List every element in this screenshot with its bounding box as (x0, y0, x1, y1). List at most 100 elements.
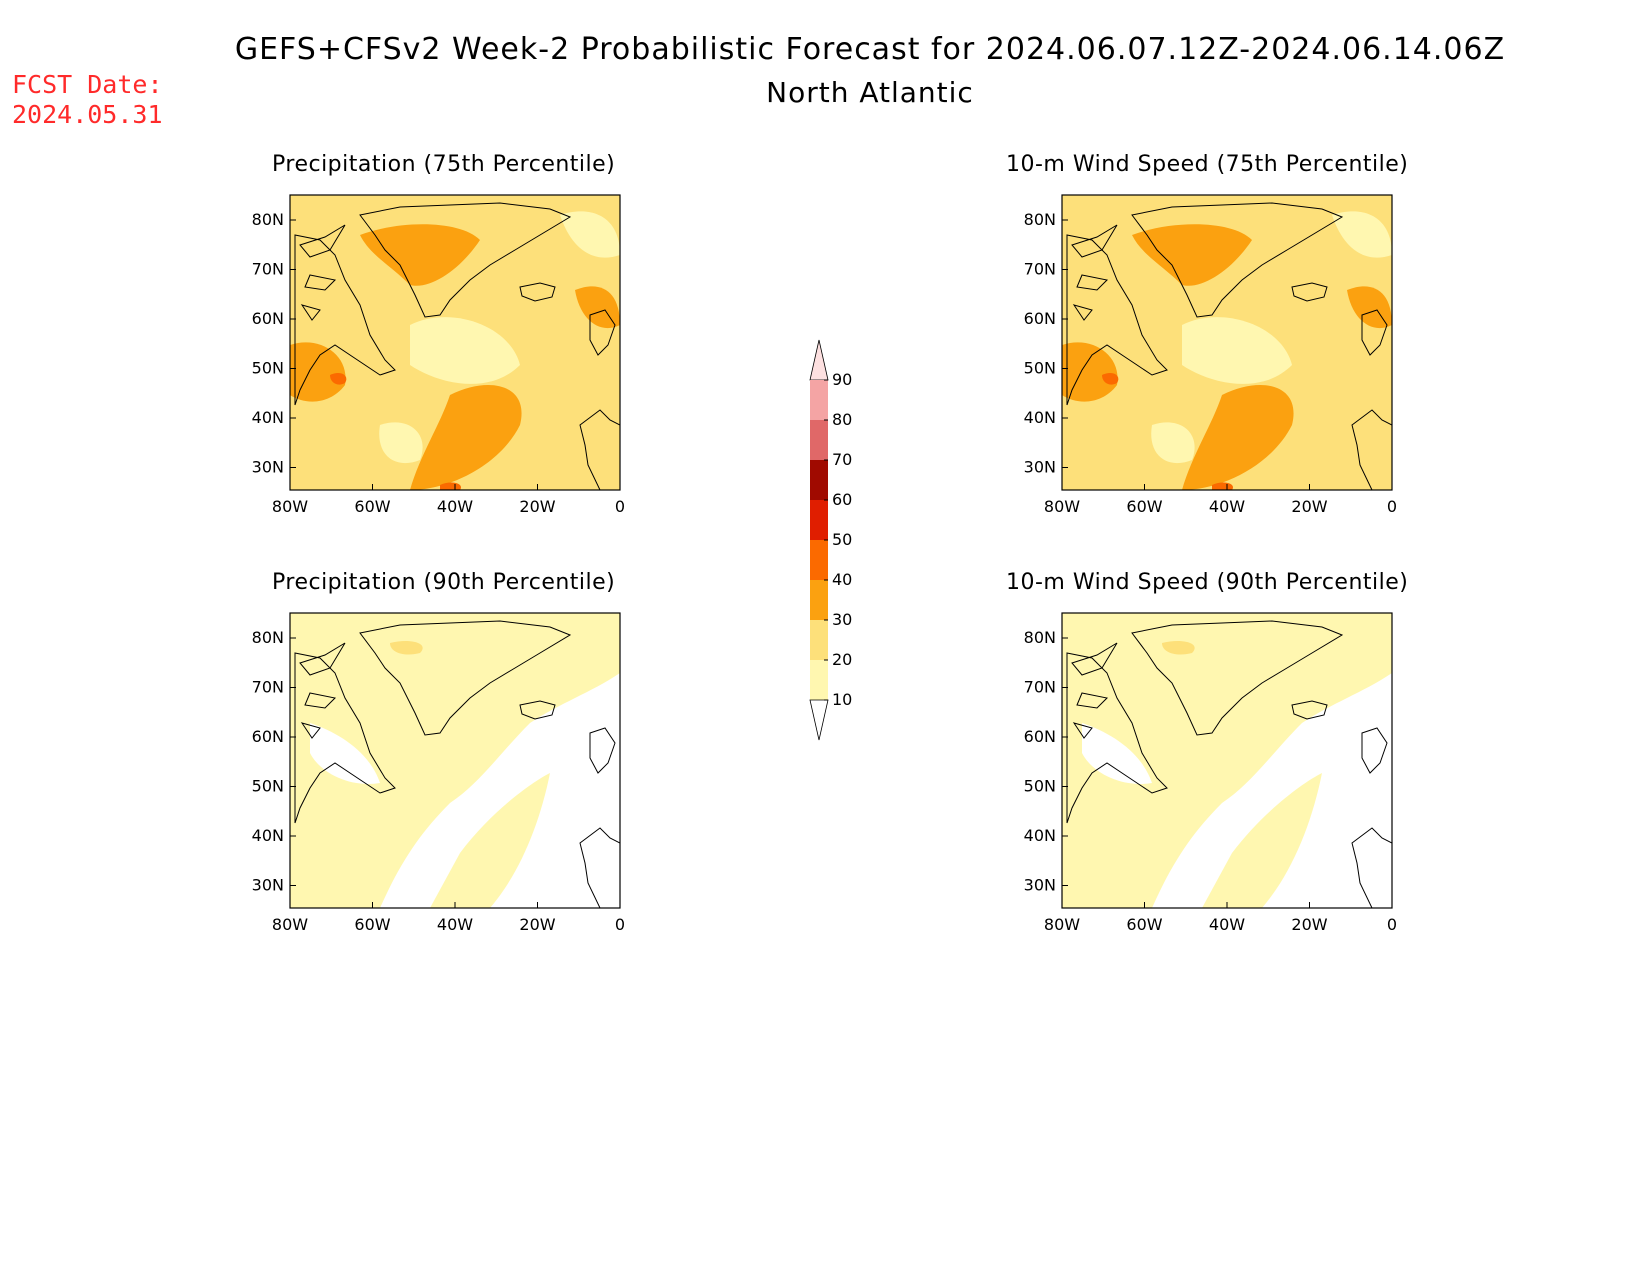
fill-10-20-area (1332, 211, 1392, 258)
colorbar-segment (810, 580, 828, 620)
coastline (1291, 700, 1328, 720)
lat-label: 40N (1024, 408, 1056, 427)
fill-10-20-area (1202, 773, 1322, 908)
coastline (294, 652, 396, 824)
coastline (1071, 642, 1118, 739)
probability-colorbar: 10 20 30 40 50 60 70 80 90 (809, 339, 852, 741)
fill-10-20-area (430, 773, 550, 908)
lat-label: 40N (1024, 826, 1056, 845)
coastline (1066, 234, 1168, 406)
fill-below-10 (1082, 723, 1152, 784)
coastline (359, 620, 572, 736)
colorbar-top-triangle (809, 339, 829, 381)
lat-label: 60N (1024, 309, 1056, 328)
coastline (1071, 224, 1118, 321)
coastline (299, 224, 346, 321)
panel-title-precip75: Precipitation (75th Percentile) (272, 152, 616, 177)
main-title: GEFS+CFSv2 Week-2 Probabilistic Forecast… (234, 32, 1506, 67)
coastline (1131, 620, 1344, 736)
lon-label: 80W (1044, 915, 1080, 934)
colorbar-segment (810, 380, 828, 420)
lon-label: 80W (272, 915, 308, 934)
lon-label: 0 (615, 915, 625, 934)
coastline (1066, 652, 1168, 824)
lon-label: 0 (1387, 915, 1397, 934)
panel-title-wind90: 10-m Wind Speed (90th Percentile) (1006, 570, 1409, 595)
fcst-date-value: 2024.05.31 (12, 100, 163, 129)
coastline (294, 234, 396, 406)
colorbar-label: 10 (832, 690, 852, 709)
fill-30-40-area (290, 342, 346, 402)
lat-label: 60N (1024, 727, 1056, 746)
coastline (579, 309, 620, 490)
map-plot-area: 80N 70N 60N 50N 40N 30N 80W 60W 40W 20W 0 (252, 612, 625, 934)
lat-label: 60N (252, 727, 284, 746)
fill-30-40-area (410, 385, 522, 490)
lon-label: 60W (354, 915, 390, 934)
fill-10-20-area (1182, 317, 1292, 384)
colorbar-label: 80 (832, 410, 852, 429)
coastline (1131, 202, 1344, 318)
lat-label: 70N (252, 678, 284, 697)
fill-10-20-area (560, 211, 620, 258)
fill-10-20-area (410, 317, 520, 384)
lon-label: 20W (519, 915, 555, 934)
region-subtitle: North Atlantic (766, 76, 974, 109)
colorbar-segment (810, 460, 828, 500)
coastline (519, 282, 556, 302)
fill-below-10 (310, 723, 380, 784)
lat-label: 30N (1024, 876, 1056, 895)
lon-label: 80W (1044, 497, 1080, 516)
fill-10-20-area (1062, 613, 1392, 908)
coastline (1351, 727, 1392, 908)
map-wind90: 80N 70N 60N 50N 40N 30N 80W 60W 40W 20W 0 (1024, 612, 1397, 934)
fill-30-40-area (1182, 385, 1294, 490)
coastline (299, 642, 346, 739)
lat-label: 50N (1024, 777, 1056, 796)
fill-30-40-area (575, 286, 620, 329)
fill-10-20-area (290, 613, 620, 908)
lat-label: 80N (1024, 210, 1056, 229)
coastline (1351, 309, 1392, 490)
lon-label: 0 (1387, 497, 1397, 516)
colorbar-segment (810, 540, 828, 580)
probability-fill-layer (290, 195, 620, 490)
fill-10-20-area (379, 422, 423, 464)
colorbar-segment (810, 500, 828, 540)
lat-label: 80N (1024, 628, 1056, 647)
forecast-date-block: FCST Date: 2024.05.31 (12, 70, 163, 130)
lon-label: 40W (437, 915, 473, 934)
fill-40-50-area (330, 372, 347, 385)
lat-label: 30N (252, 458, 284, 477)
lat-label: 80N (252, 210, 284, 229)
fill-20-30-area (1162, 641, 1195, 655)
fill-30-40-area (1347, 286, 1392, 329)
lat-label: 70N (252, 260, 284, 279)
colorbar-segment (810, 660, 828, 700)
coastline (579, 727, 620, 908)
lat-label: 50N (252, 359, 284, 378)
map-precip90: 80N 70N 60N 50N 40N 30N 80W 60W 40W 20W 0 (252, 612, 625, 934)
map-plot-area: 80N 70N 60N 50N 40N 30N 80W 60W 40W 20W 0 (1024, 612, 1397, 934)
map-plot-area: 80N 70N 60N 50N 40N 30N 80W 60W 40W 20W 0 (252, 194, 625, 516)
lat-label: 70N (1024, 260, 1056, 279)
lat-label: 80N (252, 628, 284, 647)
lat-label: 40N (252, 826, 284, 845)
probability-fill-layer (290, 613, 620, 908)
lon-label: 40W (1209, 497, 1245, 516)
probability-fill-layer (1062, 613, 1392, 908)
colorbar-label: 50 (832, 530, 852, 549)
map-plot-area: 80N 70N 60N 50N 40N 30N 80W 60W 40W 20W 0 (1024, 194, 1397, 516)
lon-label: 20W (519, 497, 555, 516)
lat-label: 70N (1024, 678, 1056, 697)
lat-label: 30N (1024, 458, 1056, 477)
lat-label: 50N (1024, 359, 1056, 378)
panel-title-wind75: 10-m Wind Speed (75th Percentile) (1006, 152, 1409, 177)
lon-label: 60W (1126, 915, 1162, 934)
lon-label: 20W (1291, 915, 1327, 934)
fill-30-40-area (1132, 224, 1252, 286)
colorbar-label: 70 (832, 450, 852, 469)
fill-40-50-area (440, 482, 461, 490)
fill-30-40-area (360, 224, 480, 286)
colorbar-segment (810, 620, 828, 660)
